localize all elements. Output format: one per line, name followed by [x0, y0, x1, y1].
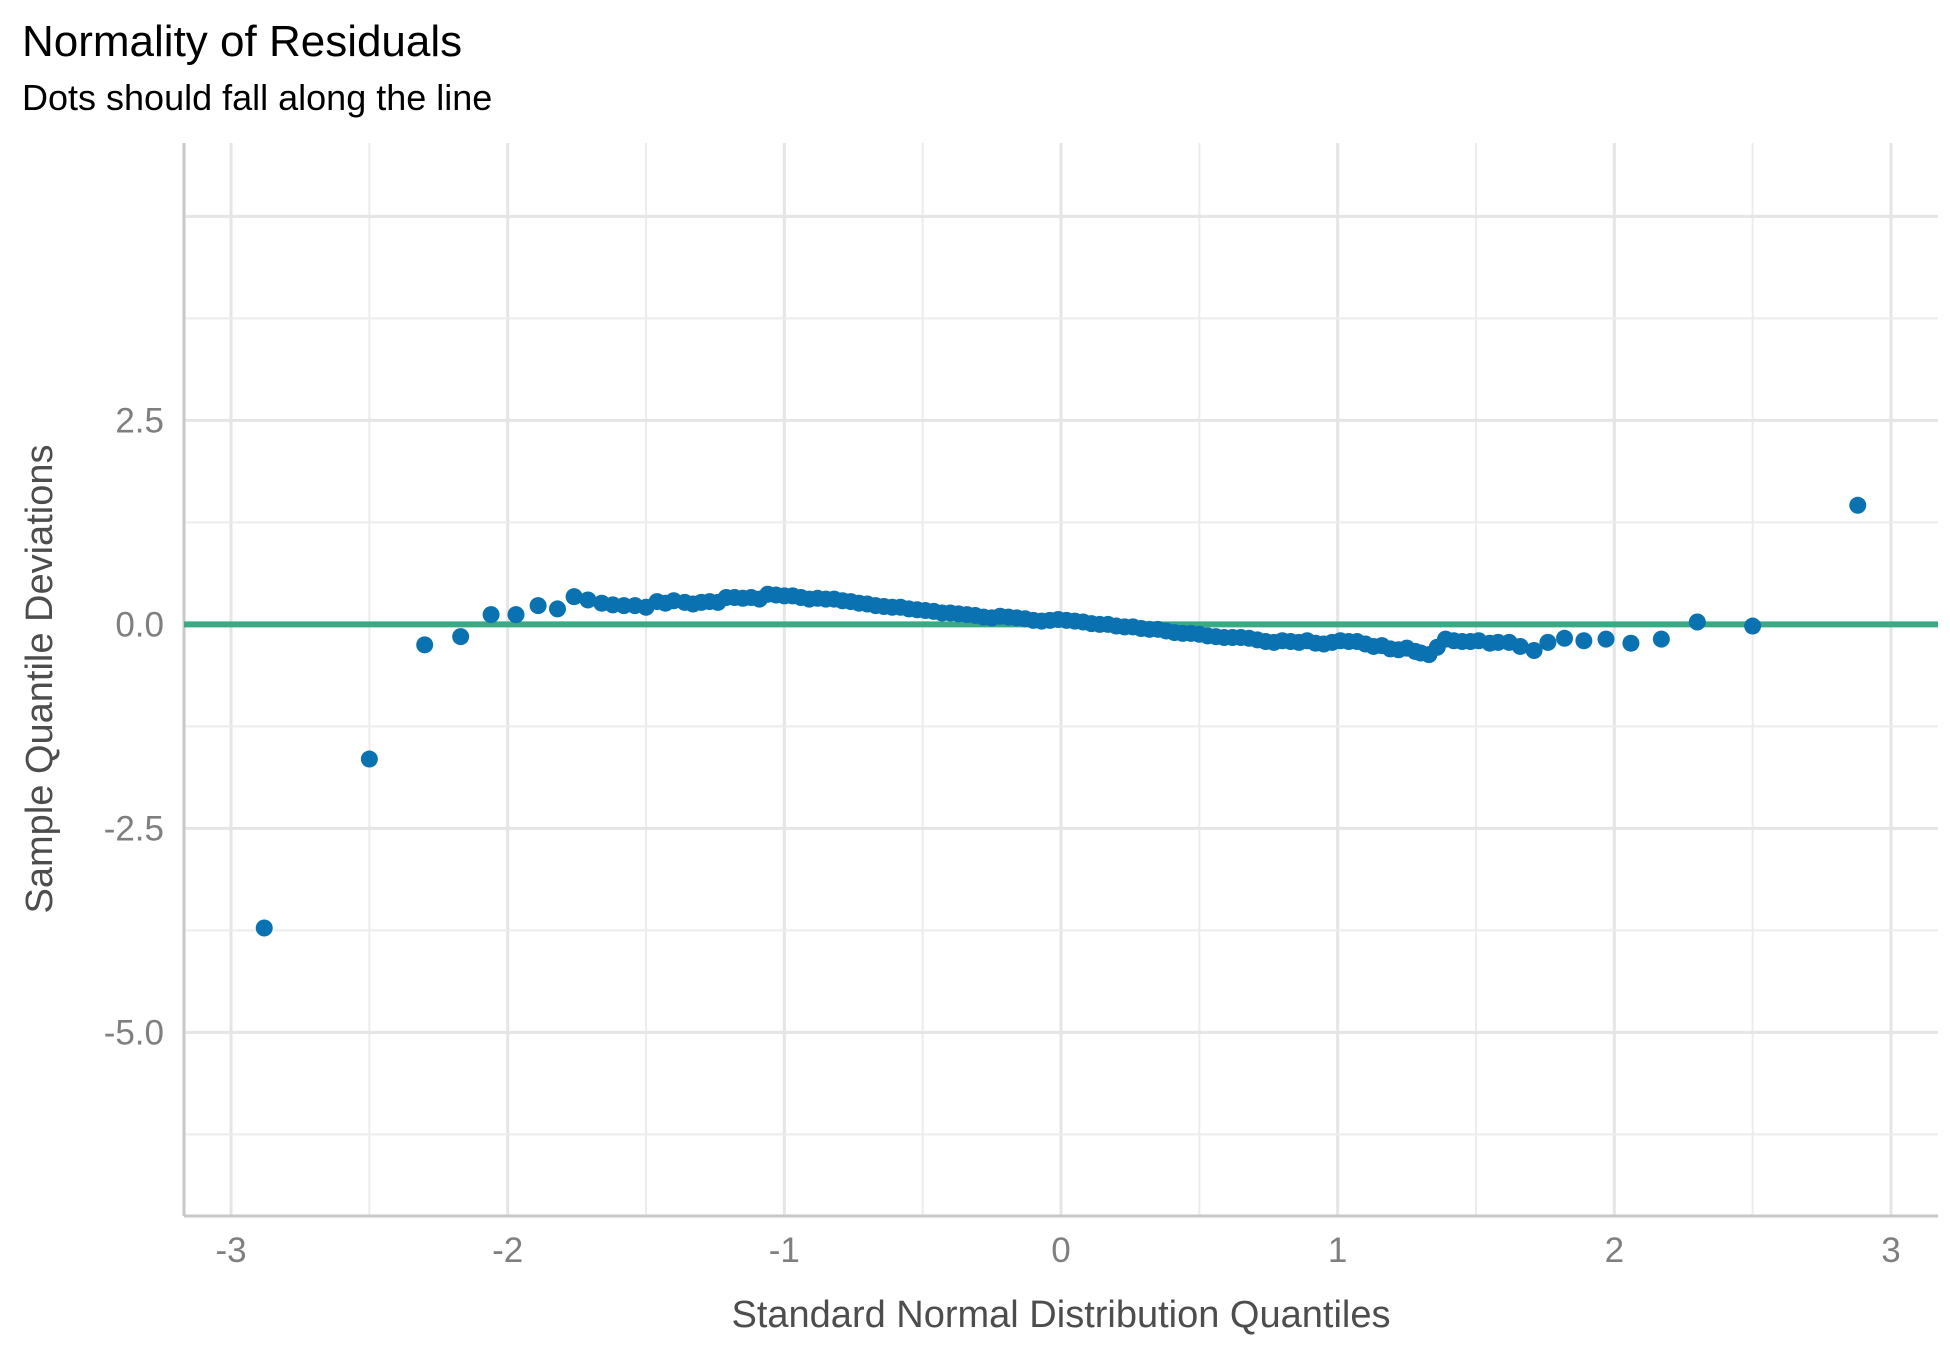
- data-point: [565, 588, 583, 606]
- data-point: [1849, 496, 1867, 514]
- data-point: [1511, 637, 1529, 655]
- data-point: [548, 600, 566, 618]
- data-point: [255, 919, 273, 937]
- y-tick-labels: 2.5 0.0 -2.5 -5.0: [104, 401, 164, 1052]
- x-tick-label: -1: [769, 1231, 800, 1270]
- grid: [184, 143, 1938, 1216]
- data-point: [1556, 629, 1574, 647]
- x-tick-label: 2: [1605, 1231, 1624, 1270]
- data-point: [1539, 633, 1557, 651]
- x-tick-label: -3: [215, 1231, 246, 1270]
- data-point: [1744, 617, 1762, 635]
- x-axis-title: Standard Normal Distribution Quantiles: [732, 1294, 1391, 1336]
- x-tick-label: 0: [1051, 1231, 1070, 1270]
- x-tick-label: 1: [1328, 1231, 1347, 1270]
- data-point: [1525, 642, 1543, 660]
- data-point: [1688, 613, 1706, 631]
- data-point: [507, 606, 525, 624]
- y-tick-label: -2.5: [104, 809, 164, 848]
- data-point: [452, 628, 470, 646]
- data-points: [255, 496, 1867, 937]
- data-point: [1652, 630, 1670, 648]
- y-tick-label: -5.0: [104, 1013, 164, 1052]
- y-tick-label: 2.5: [115, 401, 164, 440]
- x-tick-labels: -3 -2 -1 0 1 2 3: [215, 1231, 1900, 1270]
- chart-title: Normality of Residuals: [22, 17, 462, 66]
- data-point: [1597, 630, 1615, 648]
- data-point: [579, 591, 597, 609]
- chart-subtitle: Dots should fall along the line: [22, 77, 492, 118]
- data-point: [1622, 634, 1640, 652]
- data-point: [482, 606, 500, 624]
- data-point: [360, 750, 378, 768]
- y-tick-label: 0.0: [115, 605, 164, 644]
- x-tick-label: 3: [1881, 1231, 1900, 1270]
- y-axis-title: Sample Quantile Deviations: [19, 445, 61, 914]
- data-point: [416, 636, 434, 654]
- x-tick-label: -2: [492, 1231, 523, 1270]
- data-point: [1575, 632, 1593, 650]
- data-point: [529, 597, 547, 615]
